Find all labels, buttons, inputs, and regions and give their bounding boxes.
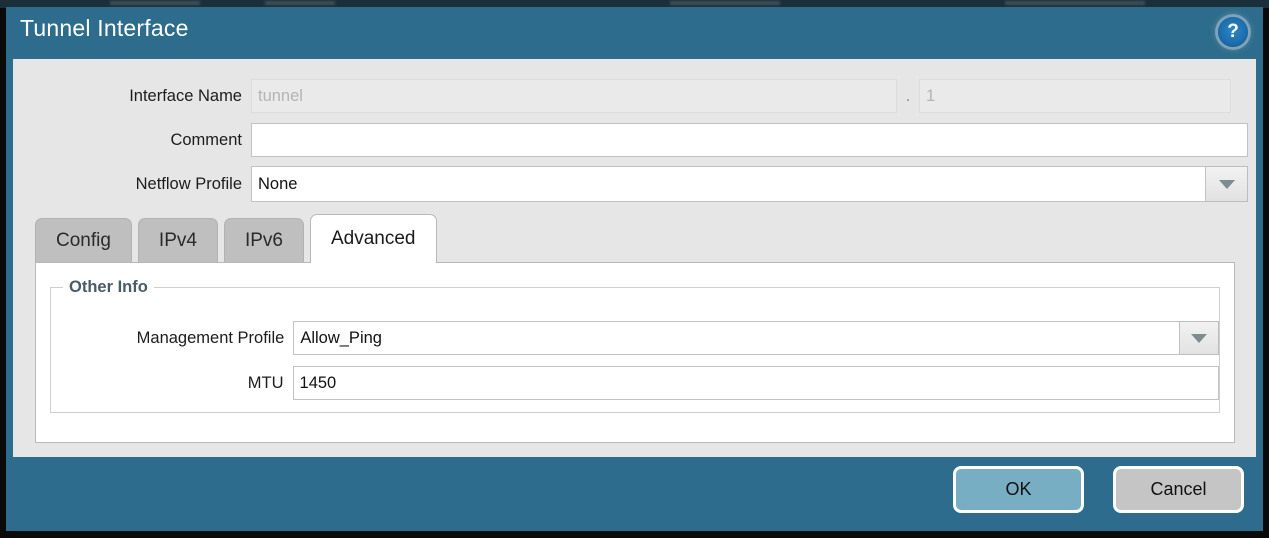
- netflow-profile-label: Netflow Profile: [135, 174, 242, 193]
- background-ghost-text: [670, 1, 780, 5]
- dialog-titlebar: Tunnel Interface ?: [6, 7, 1263, 59]
- tab-bar: Config IPv4 IPv6 Advanced: [35, 214, 443, 263]
- help-question-icon[interactable]: ?: [1218, 17, 1248, 47]
- mtu-row: MTU: [51, 366, 1219, 400]
- netflow-profile-dropdown-button[interactable]: [1206, 166, 1248, 202]
- tab-ipv4[interactable]: IPv4: [137, 218, 218, 262]
- management-profile-row: Management Profile: [51, 321, 1219, 355]
- background-ghost-text: [110, 1, 200, 5]
- ok-button[interactable]: OK: [953, 466, 1084, 513]
- other-info-group: Other Info Management Profile MTU: [50, 278, 1220, 413]
- interface-name-input[interactable]: [251, 79, 897, 113]
- management-profile-dropdown-button[interactable]: [1179, 321, 1219, 355]
- netflow-profile-row: Netflow Profile: [13, 166, 1256, 202]
- cancel-button[interactable]: Cancel: [1113, 466, 1244, 513]
- tab-ipv6[interactable]: IPv6: [223, 218, 304, 262]
- chevron-down-icon: [1218, 179, 1235, 189]
- interface-name-suffix-input[interactable]: [919, 79, 1231, 113]
- comment-row: Comment: [13, 123, 1256, 157]
- mtu-label: MTU: [247, 373, 284, 392]
- comment-input[interactable]: [251, 123, 1248, 157]
- management-profile-label: Management Profile: [136, 328, 285, 347]
- netflow-profile-select[interactable]: [251, 166, 1248, 202]
- dialog-footer: OK Cancel: [13, 457, 1256, 524]
- interface-name-row: Interface Name .: [13, 79, 1256, 113]
- background-page-strip: [0, 0, 1269, 8]
- interface-name-separator: .: [905, 87, 911, 105]
- background-ghost-text: [265, 1, 335, 5]
- tab-advanced[interactable]: Advanced: [309, 214, 437, 263]
- mtu-input[interactable]: [292, 366, 1219, 400]
- dialog-title: Tunnel Interface: [20, 15, 189, 41]
- dialog-body: Interface Name . Comment Netflow Profile: [13, 59, 1256, 457]
- background-ghost-text: [1005, 1, 1145, 5]
- netflow-profile-input[interactable]: [251, 166, 1206, 202]
- comment-label: Comment: [170, 130, 242, 149]
- other-info-legend: Other Info: [69, 278, 148, 296]
- interface-name-label: Interface Name: [129, 86, 242, 105]
- tab-config[interactable]: Config: [35, 218, 132, 262]
- advanced-tab-panel: Other Info Management Profile MTU: [35, 262, 1235, 443]
- tunnel-interface-dialog: Tunnel Interface ? Interface Name . Comm…: [6, 7, 1263, 531]
- chevron-down-icon: [1190, 333, 1207, 343]
- management-profile-input[interactable]: [293, 321, 1180, 355]
